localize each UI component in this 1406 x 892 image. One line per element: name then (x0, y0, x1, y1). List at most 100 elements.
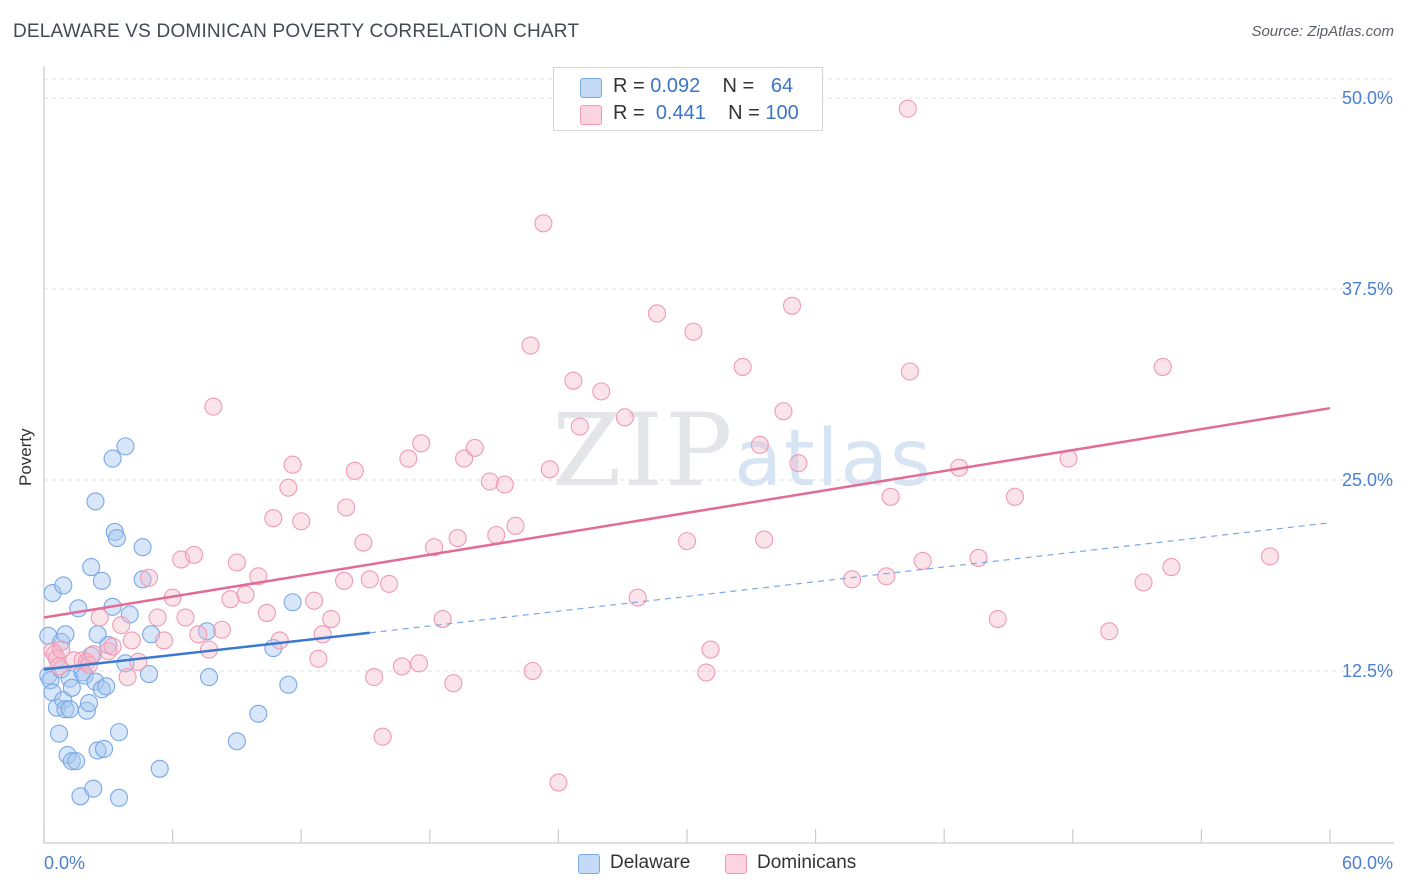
data-point-dominicans (118, 668, 137, 687)
data-point-dominicans (392, 657, 411, 676)
data-point-delaware (67, 752, 86, 771)
data-point-dominicans (750, 435, 769, 454)
bottom-legend-label-dominicans: Dominicans (757, 852, 857, 873)
data-point-delaware (77, 701, 96, 720)
legend-r-value: 0.441 (655, 102, 706, 124)
legend-r-label: R = (613, 75, 651, 97)
y-axis-title: Poverty (16, 428, 35, 486)
data-point-delaware (79, 694, 99, 713)
data-point-dominicans (52, 640, 71, 659)
data-point-dominicans (592, 382, 611, 401)
data-point-dominicans (184, 545, 204, 564)
data-point-dominicans (684, 322, 703, 341)
data-point-delaware (227, 732, 246, 751)
data-point-dominicans (264, 509, 283, 528)
data-point-dominicans (122, 631, 141, 650)
watermark-zip: ZIP (552, 392, 735, 509)
watermark: ZIPatlas (552, 392, 933, 509)
data-point-dominicans (283, 455, 302, 474)
data-point-dominicans (176, 608, 195, 627)
data-point-dominicans (292, 512, 311, 531)
data-point-delaware (109, 788, 129, 807)
data-point-dominicans (112, 616, 131, 635)
source-credit: Source: ZipAtlas.com (1251, 23, 1394, 40)
data-point-dominicans (487, 525, 506, 545)
data-point-delaware (84, 779, 103, 798)
data-point-dominicans (755, 530, 774, 549)
trend-line-delaware-extension (369, 522, 1331, 634)
data-point-dominicans (564, 371, 583, 390)
data-point-dominicans (221, 590, 240, 609)
data-point-dominicans (410, 654, 429, 673)
data-point-dominicans (697, 663, 716, 682)
data-point-delaware (86, 492, 105, 511)
data-point-dominicans (733, 357, 752, 376)
data-point-dominicans (521, 336, 540, 355)
data-point-dominicans (204, 397, 223, 416)
data-point-dominicans (677, 532, 697, 551)
data-point-dominicans (313, 625, 332, 644)
data-point-delaware (60, 700, 79, 719)
data-point-delaware (54, 576, 73, 595)
data-point-delaware (75, 666, 94, 685)
bottom-legend-swatch-dominicans (725, 854, 747, 874)
data-point-dominicans (701, 640, 720, 659)
data-point-dominicans (842, 570, 862, 589)
data-point-dominicans (988, 609, 1007, 629)
data-point-dominicans (412, 434, 431, 453)
data-point-dominicans (465, 438, 484, 457)
data-point-dominicans (309, 649, 328, 668)
data-point-delaware (82, 558, 101, 577)
data-point-dominicans (570, 417, 589, 436)
data-point-delaware (103, 449, 122, 468)
data-point-delaware (56, 700, 75, 719)
data-point-delaware (56, 625, 75, 644)
x-tick-label: 0.0% (44, 853, 85, 873)
data-point-dominicans (249, 567, 268, 586)
data-point-dominicans (495, 475, 514, 494)
legend-r-label: R = (613, 102, 651, 124)
data-point-dominicans (380, 574, 399, 593)
data-point-dominicans (480, 472, 499, 491)
data-point-dominicans (148, 608, 167, 627)
data-point-dominicans (335, 571, 354, 590)
data-point-dominicans (1260, 547, 1280, 566)
y-tick-label: 50.0% (1342, 88, 1393, 108)
data-point-dominicans (1162, 558, 1181, 577)
data-point-delaware (62, 752, 81, 771)
legend-text-delaware: R = 0.092 N = 64 (613, 75, 793, 98)
trend-line-delaware (43, 631, 370, 671)
legend-n-label: N = (722, 75, 760, 97)
legend-text-dominicans: R = 0.441 N = 100 (613, 102, 799, 125)
data-point-dominicans (337, 498, 356, 517)
data-point-dominicans (789, 454, 808, 473)
data-point-dominicans (444, 674, 463, 693)
data-point-delaware (97, 677, 116, 696)
data-point-dominicans (270, 631, 289, 650)
data-point-dominicans (345, 461, 364, 480)
data-point-dominicans (1005, 487, 1024, 506)
legend-n-value: 100 (765, 102, 799, 124)
data-point-delaware (150, 759, 169, 778)
data-point-dominicans (782, 296, 802, 315)
legend-swatch-dominicans (580, 105, 602, 125)
data-point-dominicans (448, 529, 467, 548)
data-point-dominicans (139, 568, 159, 587)
data-point-dominicans (540, 460, 559, 479)
data-point-dominicans (1100, 622, 1119, 641)
data-point-dominicans (774, 402, 793, 421)
y-tick-label: 25.0% (1342, 470, 1393, 490)
data-point-delaware (69, 599, 88, 618)
data-point-dominicans (913, 551, 932, 571)
data-point-delaware (139, 665, 159, 684)
data-point-delaware (116, 437, 135, 456)
data-point-dominicans (212, 620, 231, 639)
data-point-dominicans (90, 608, 109, 627)
legend-r-value: 0.092 (650, 75, 701, 97)
data-point-delaware (86, 672, 105, 691)
bottom-legend-label-delaware: Delaware (610, 852, 691, 873)
data-point-dominicans (647, 304, 667, 323)
data-point-dominicans (129, 652, 148, 671)
chart-title: DELAWARE VS DOMINICAN POVERTY CORRELATIO… (13, 21, 580, 42)
